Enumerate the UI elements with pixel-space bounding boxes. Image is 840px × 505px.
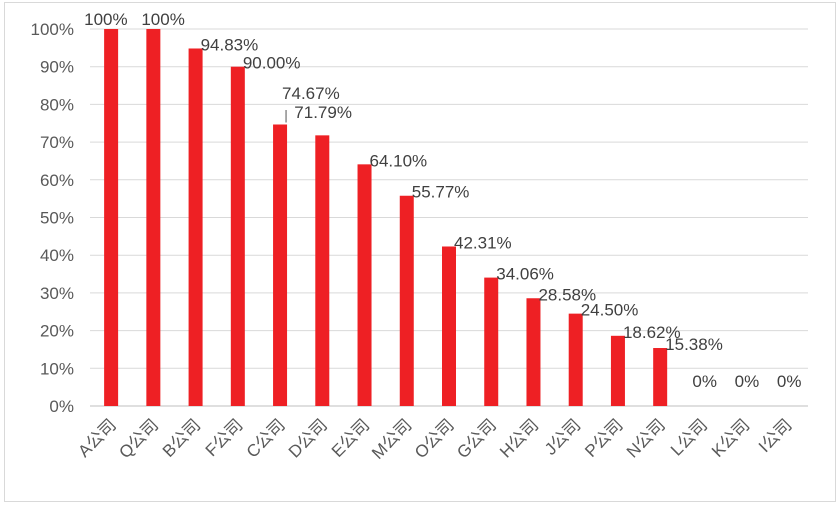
chart-frame xyxy=(4,2,836,502)
y-axis-ticks: 0% 10% 20% 30% 40% 50% 60% 70% 80% 90% 100% xyxy=(31,20,74,416)
y-tick-label: 50% xyxy=(40,209,74,228)
x-tick-label: N公司 xyxy=(623,415,669,461)
x-tick-label: M公司 xyxy=(368,415,415,462)
x-tick-label: G公司 xyxy=(453,415,500,462)
x-tick-label: J公司 xyxy=(541,415,584,458)
x-tick-label: D公司 xyxy=(285,415,331,461)
bar xyxy=(442,246,456,406)
y-tick-label: 30% xyxy=(40,284,74,303)
y-tick-label: 60% xyxy=(40,171,74,190)
x-tick-label: E公司 xyxy=(328,415,373,460)
x-tick-label: H公司 xyxy=(496,415,542,461)
y-tick-label: 100% xyxy=(31,20,74,39)
data-label: 94.83% xyxy=(201,35,259,54)
data-label: 42.31% xyxy=(454,233,512,252)
bar xyxy=(146,29,161,406)
data-label: 64.10% xyxy=(370,151,428,170)
x-tick-label: B公司 xyxy=(159,415,204,460)
x-axis-ticks: A公司Q公司B公司F公司C公司D公司E公司M公司O公司G公司H公司J公司P公司N… xyxy=(74,415,795,462)
data-label: 18.62% xyxy=(623,323,681,342)
bar xyxy=(526,298,541,406)
bar xyxy=(104,29,119,406)
x-tick-label: F公司 xyxy=(202,415,247,460)
y-tick-label: 70% xyxy=(40,133,74,152)
x-tick-label: A公司 xyxy=(74,415,119,460)
x-tick-label: I公司 xyxy=(755,415,796,456)
bar xyxy=(653,348,668,406)
bar xyxy=(610,335,625,406)
data-label: 0% xyxy=(777,372,802,391)
data-label: 55.77% xyxy=(412,183,470,202)
data-label: 0% xyxy=(735,372,760,391)
x-tick-label: P公司 xyxy=(581,415,626,460)
data-labels: 100% 100% 94.83%90.00% 74.67%71.79% 64.10% 55… xyxy=(84,10,801,391)
bar xyxy=(399,195,414,406)
x-tick-label: O公司 xyxy=(411,415,458,462)
x-tick-label: Q公司 xyxy=(115,415,162,462)
bar xyxy=(484,277,499,406)
bar xyxy=(357,164,372,406)
data-label: 100% xyxy=(84,10,127,29)
data-label: 71.79% xyxy=(294,103,352,122)
bar xyxy=(568,313,583,406)
x-tick-label: C公司 xyxy=(243,415,289,461)
data-label: 15.38% xyxy=(665,335,723,354)
data-label: 74.67% xyxy=(282,84,340,103)
bar xyxy=(230,66,245,406)
data-label: 24.50% xyxy=(581,301,639,320)
data-label: 100% xyxy=(141,10,184,29)
y-tick-label: 0% xyxy=(49,397,74,416)
y-tick-label: 90% xyxy=(40,58,74,77)
y-tick-label: 10% xyxy=(40,359,74,378)
bar xyxy=(273,124,288,406)
data-label: 0% xyxy=(692,372,717,391)
x-tick-label: L公司 xyxy=(667,415,711,459)
data-label: 28.58% xyxy=(538,285,596,304)
y-tick-label: 40% xyxy=(40,246,74,265)
bar xyxy=(315,135,330,407)
bar xyxy=(188,48,203,406)
bars xyxy=(104,29,668,407)
data-label: 90.00% xyxy=(243,54,301,73)
gridlines xyxy=(90,28,808,407)
data-label: 34.06% xyxy=(496,265,554,284)
y-tick-label: 20% xyxy=(40,322,74,341)
y-tick-label: 80% xyxy=(40,95,74,114)
x-tick-label: K公司 xyxy=(708,415,753,460)
